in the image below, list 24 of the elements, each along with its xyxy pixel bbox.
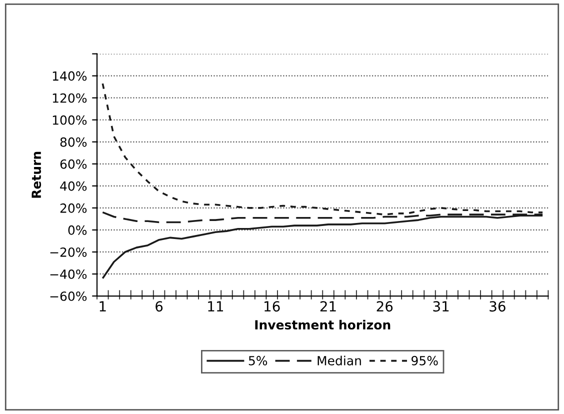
x-tick-label: 26 [376, 301, 393, 312]
y-tick-label: −40% [50, 269, 87, 279]
y-tick-label: 100% [52, 115, 87, 125]
legend-label: 95% [412, 356, 438, 366]
x-axis-title: Investment horizon [255, 320, 390, 330]
x-tick-label: 31 [433, 301, 449, 312]
y-tick-label: 20% [60, 203, 87, 213]
y-tick-label: 40% [60, 181, 87, 191]
y-tick-label: 140% [52, 71, 87, 81]
y-tick-label: 80% [60, 137, 87, 147]
y-tick-label: −60% [50, 291, 87, 301]
y-tick-label: 60% [60, 159, 87, 169]
x-tick-label: 16 [264, 301, 280, 312]
x-tick-label: 11 [208, 301, 223, 312]
x-tick-label: 1 [100, 301, 106, 312]
y-tick-label: 120% [52, 93, 87, 103]
y-tick-label: 0% [68, 225, 87, 235]
legend-label: Median [318, 356, 361, 366]
y-tick-label: −20% [50, 247, 87, 257]
x-tick-label: 6 [156, 301, 163, 312]
x-tick-label: 21 [320, 301, 336, 312]
legend-label: 5% [248, 356, 268, 366]
x-tick-label: 36 [490, 301, 506, 312]
y-axis-title: Return [32, 152, 42, 198]
